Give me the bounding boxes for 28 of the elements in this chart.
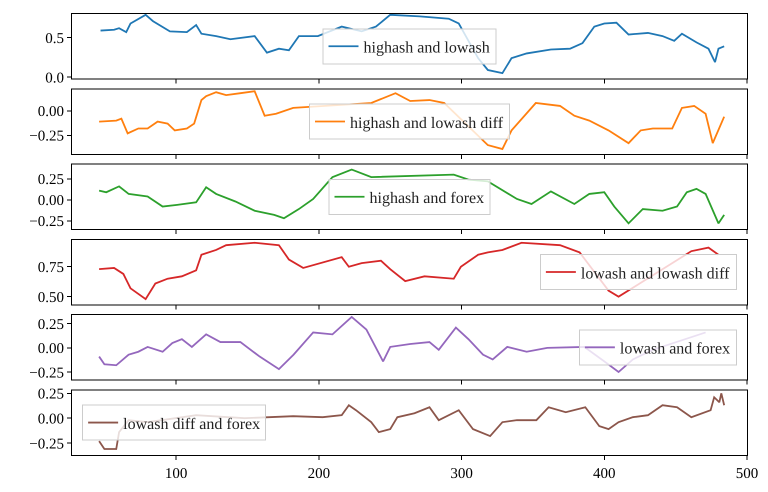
- legend-label: highash and lowash: [364, 39, 490, 56]
- y-tick-label: −0.25: [29, 214, 64, 230]
- legend-label: highash and lowash diff: [350, 114, 504, 132]
- line-series: [100, 14, 726, 74]
- legend-label: lowash diff and forex: [123, 416, 260, 433]
- y-tick-label: 0.5: [45, 30, 64, 47]
- x-tick-label: 500: [736, 466, 758, 482]
- x-tick-label: 100: [164, 466, 188, 482]
- x-tick-label: 300: [450, 466, 473, 482]
- y-tick-label: −0.25: [29, 365, 64, 382]
- x-tick-label: 400: [593, 466, 616, 482]
- y-tick-label: −0.25: [29, 128, 64, 145]
- y-tick-label: 0.00: [38, 341, 64, 358]
- y-tick-label: 0.00: [38, 411, 64, 428]
- y-tick-label: −0.25: [29, 436, 64, 452]
- y-tick-label: 0.0: [45, 70, 64, 86]
- legend-label: lowash and forex: [620, 340, 730, 358]
- y-tick-label: 0.50: [38, 290, 64, 306]
- legend-label: highash and forex: [370, 190, 484, 208]
- legend-label: lowash and lowash diff: [580, 265, 730, 282]
- y-tick-label: 0.25: [38, 386, 64, 403]
- y-tick-label: 0.25: [38, 172, 64, 188]
- line-series: [98, 168, 726, 224]
- y-tick-label: 0.00: [38, 104, 64, 120]
- y-tick-label: 0.00: [38, 193, 64, 210]
- y-tick-label: 0.25: [38, 316, 64, 333]
- y-tick-label: 0.75: [38, 260, 64, 276]
- x-tick-label: 200: [308, 466, 330, 482]
